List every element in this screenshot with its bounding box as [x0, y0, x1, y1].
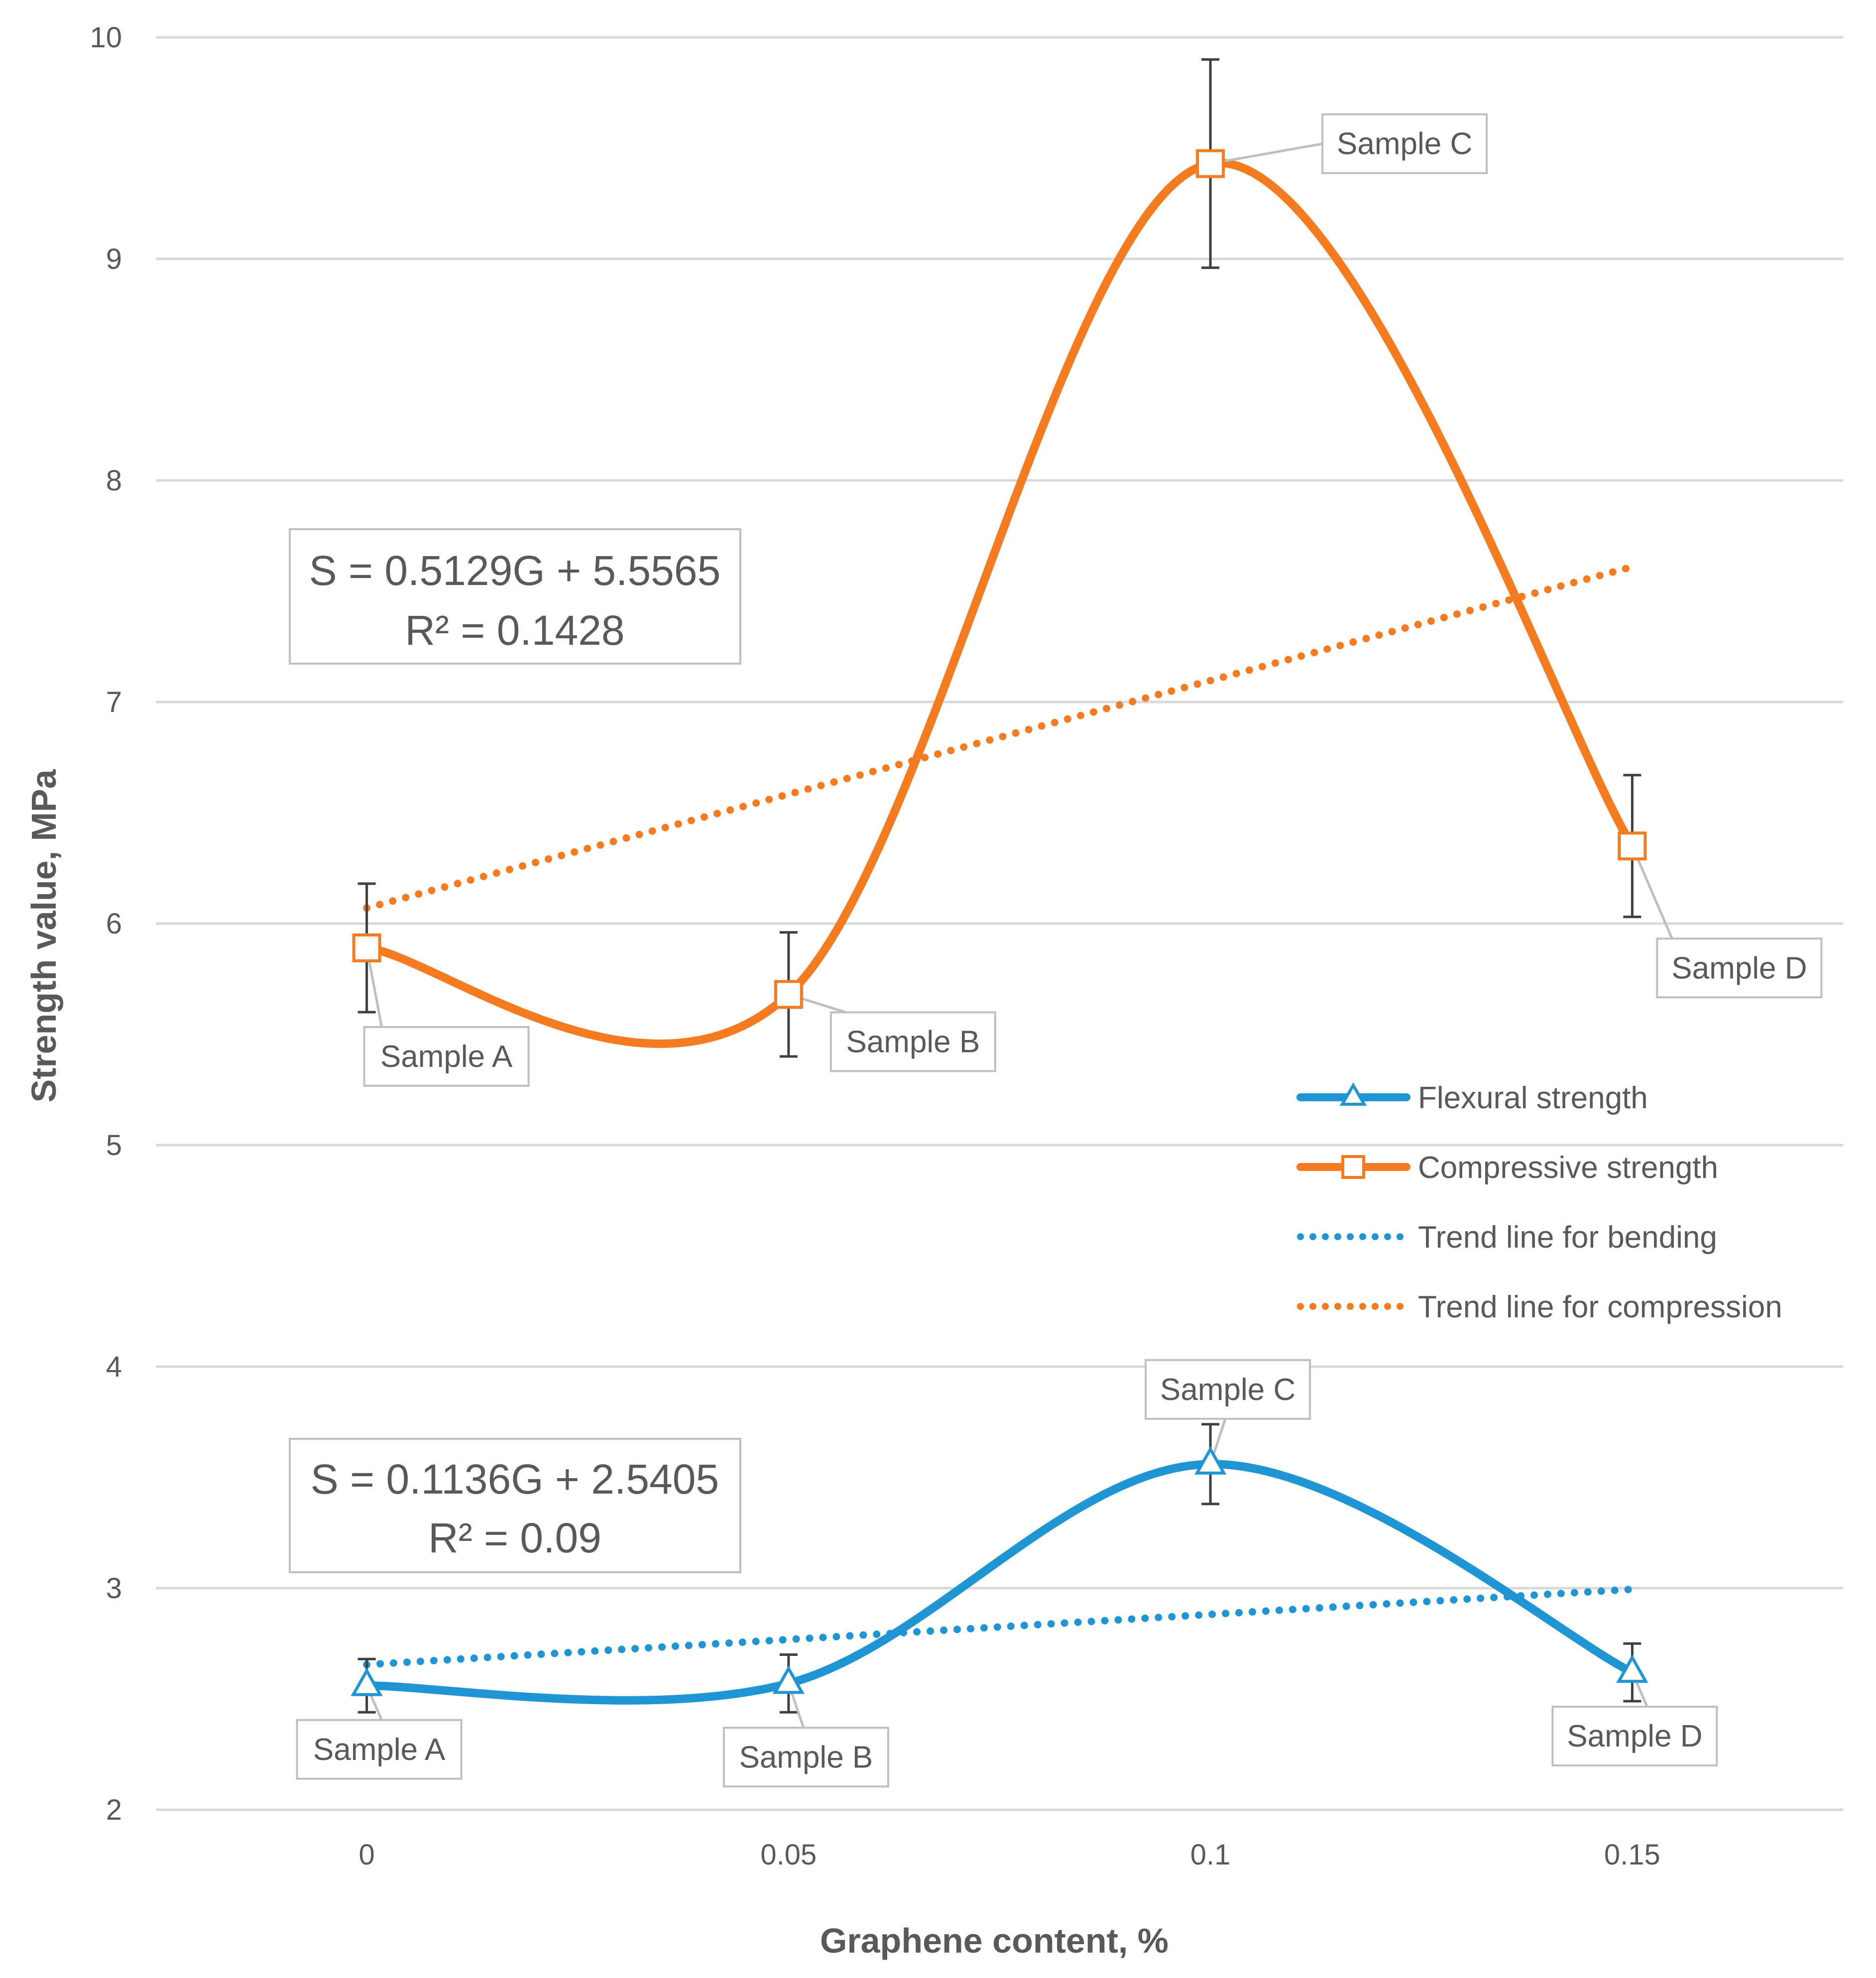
- callout-sample-a: Sample A: [296, 1685, 463, 1780]
- legend-label-compressive: Compressive strength: [1418, 1151, 1718, 1185]
- trend-lines: [363, 563, 1636, 1669]
- legend-item-compression-trend: Trend line for compression: [1297, 1290, 1782, 1324]
- compressive-curve: [362, 158, 1637, 1048]
- callout-sample-c: Sample C: [1210, 113, 1488, 174]
- y-tick-label: 4: [106, 1351, 122, 1383]
- y-tick-label: 9: [106, 243, 122, 275]
- compression-equation-box: S = 0.5129G + 5.5565 R² = 0.1428: [289, 528, 741, 665]
- callout-sample-d: Sample D: [1551, 1672, 1718, 1767]
- compressive-point: [1618, 831, 1647, 861]
- compressive-point: [774, 980, 803, 1009]
- bending-equation-box: S = 0.1136G + 2.5405 R² = 0.09: [289, 1438, 741, 1573]
- callout-label: Sample B: [739, 1740, 873, 1774]
- compressive-point: [352, 933, 381, 962]
- legend-item-bending-trend: Trend line for bending: [1297, 1220, 1717, 1255]
- compressive-point: [1196, 149, 1225, 178]
- y-tick-label: 5: [106, 1129, 122, 1162]
- flexural-point: [1616, 1654, 1648, 1683]
- x-tick-label: 0.15: [1604, 1839, 1660, 1871]
- y-tick-label: 10: [90, 21, 122, 54]
- bending-trend-line: [363, 1585, 1636, 1669]
- y-axis-ticks: 2 3 4 5 6 7 8 9 10: [90, 21, 122, 1826]
- x-axis-ticks: 0 0.05 0.1 0.15: [358, 1839, 1660, 1871]
- flexural-point: [351, 1667, 383, 1696]
- bending-equation: S = 0.1136G + 2.5405: [311, 1456, 719, 1503]
- bending-r-squared: R² = 0.09: [428, 1514, 601, 1561]
- y-tick-label: 3: [106, 1572, 122, 1605]
- data-callouts: Sample A Sample B Sample C Sample D Sample A…: [296, 113, 1823, 1788]
- legend-label-compression-trend: Trend line for compression: [1418, 1290, 1782, 1324]
- callout-sample-b: Sample B: [722, 1683, 889, 1788]
- callout-sample-b: Sample B: [788, 993, 996, 1072]
- data-markers: [351, 149, 1648, 1696]
- flexural-point: [1194, 1446, 1227, 1475]
- legend: Flexural strength Compressive strength T…: [1296, 1081, 1782, 1324]
- flexural-curve: [362, 1460, 1637, 1705]
- callout-label: Sample A: [380, 1040, 513, 1074]
- x-tick-label: 0: [358, 1839, 374, 1871]
- callout-label: Sample B: [846, 1025, 980, 1059]
- x-tick-label: 0.1: [1190, 1839, 1231, 1871]
- legend-label-bending-trend: Trend line for bending: [1418, 1220, 1717, 1255]
- x-axis-title: Graphene content, %: [820, 1921, 1169, 1960]
- x-tick-label: 0.05: [760, 1839, 817, 1871]
- y-tick-label: 7: [106, 686, 122, 718]
- legend-square-icon: [1341, 1155, 1365, 1179]
- callout-label: Sample A: [313, 1733, 446, 1767]
- legend-item-compressive: Compressive strength: [1296, 1151, 1718, 1185]
- callout-label: Sample D: [1671, 951, 1807, 985]
- y-axis-title: Strength value, MPa: [24, 769, 63, 1102]
- callout-label: Sample C: [1160, 1373, 1295, 1407]
- flexural-point: [772, 1665, 805, 1694]
- series-curves: [362, 158, 1637, 1705]
- legend-triangle-icon: [1339, 1082, 1367, 1106]
- legend-item-flexural: Flexural strength: [1296, 1081, 1648, 1115]
- gridlines: [156, 36, 1843, 1811]
- legend-label-flexural: Flexural strength: [1418, 1081, 1648, 1115]
- compression-r-squared: R² = 0.1428: [405, 607, 624, 654]
- compression-trend-line: [363, 563, 1636, 912]
- y-tick-label: 2: [106, 1794, 122, 1826]
- callout-sample-c: Sample C: [1145, 1359, 1311, 1465]
- callout-sample-d: Sample D: [1631, 845, 1823, 999]
- callout-label: Sample D: [1567, 1719, 1702, 1753]
- y-tick-label: 6: [106, 908, 122, 940]
- y-tick-label: 8: [106, 465, 122, 497]
- compression-equation: S = 0.5129G + 5.5565: [309, 547, 721, 594]
- callout-sample-a: Sample A: [363, 947, 530, 1087]
- callout-label: Sample C: [1337, 127, 1472, 161]
